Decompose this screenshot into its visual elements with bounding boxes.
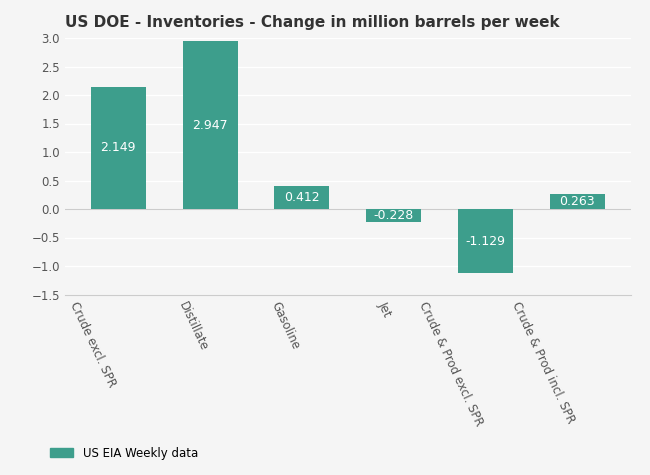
- Bar: [550, 194, 604, 209]
- Text: US DOE - Inventories - Change in million barrels per week: US DOE - Inventories - Change in million…: [65, 15, 560, 30]
- Bar: [458, 209, 513, 273]
- Bar: [366, 209, 421, 222]
- Text: 0.412: 0.412: [284, 191, 320, 204]
- Bar: [183, 41, 238, 209]
- Text: 2.947: 2.947: [192, 118, 228, 132]
- Legend: US EIA Weekly data: US EIA Weekly data: [45, 442, 203, 465]
- Bar: [91, 86, 146, 209]
- Text: -1.129: -1.129: [465, 235, 506, 247]
- Text: 0.263: 0.263: [560, 195, 595, 208]
- Bar: [274, 186, 330, 209]
- Text: 2.149: 2.149: [101, 141, 136, 154]
- Text: -0.228: -0.228: [374, 209, 414, 222]
